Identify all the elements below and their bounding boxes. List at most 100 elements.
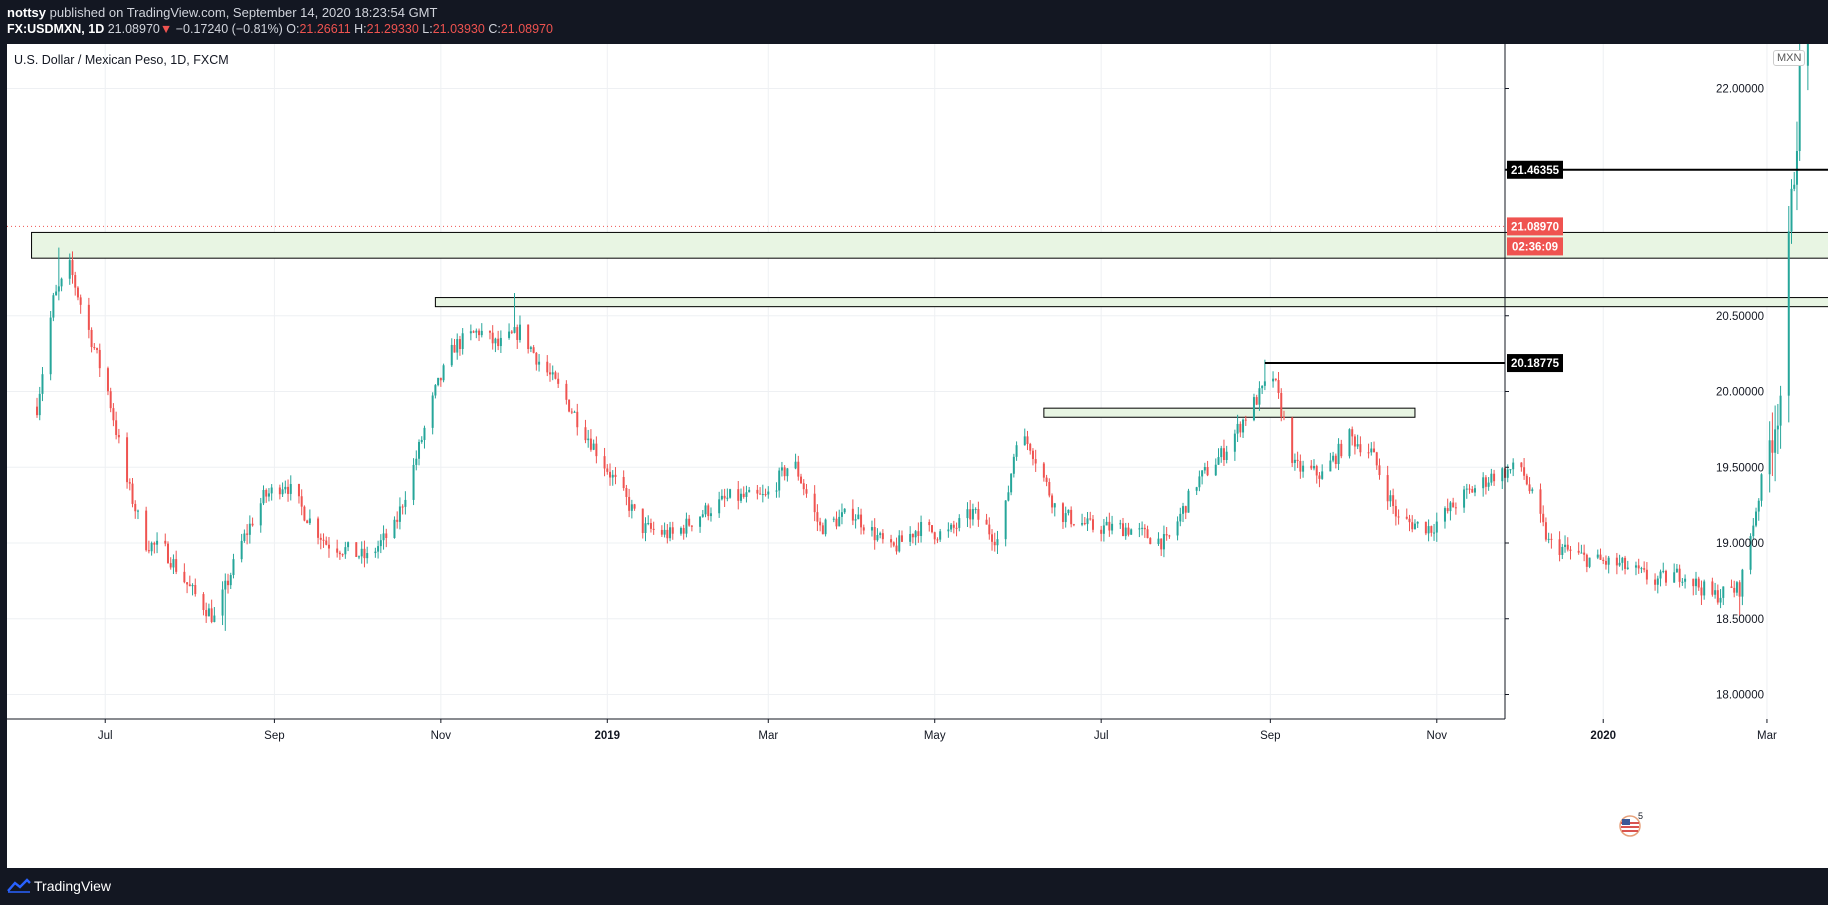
candle (68, 253, 71, 285)
candle-body (1473, 488, 1476, 493)
candle-body (205, 609, 208, 617)
candle-body (1645, 569, 1648, 580)
candle-body (1525, 475, 1528, 485)
publisher-name[interactable]: nottsy (7, 5, 46, 20)
candle-body (115, 420, 118, 435)
candle-body (393, 519, 396, 538)
y-tick-label: 18.00000 (1716, 690, 1764, 702)
symbol-label[interactable]: FX:USDMXN, 1D (7, 22, 105, 36)
candle-body (1034, 459, 1037, 464)
candle (860, 508, 863, 535)
candle-body (876, 535, 879, 541)
candle-body (1045, 477, 1048, 483)
candle-body (1394, 506, 1397, 517)
close-label: C: (488, 22, 501, 36)
candle-body (802, 483, 805, 490)
candle (1463, 485, 1466, 513)
candle (52, 292, 55, 322)
candle (780, 461, 783, 477)
candle (649, 518, 652, 533)
tradingview-brand[interactable]: TradingView (34, 878, 112, 894)
candle-body (336, 548, 339, 553)
candle-body (1220, 448, 1223, 458)
candle (1378, 458, 1381, 480)
candle (478, 328, 481, 342)
candle-body (1446, 508, 1449, 512)
candle-body (890, 539, 893, 543)
candle (1735, 580, 1738, 596)
candle (813, 485, 816, 522)
candle-body (1604, 560, 1607, 565)
candle-body (870, 527, 873, 531)
candle-body (1182, 506, 1185, 514)
candle-body (76, 287, 79, 298)
candle-body (879, 533, 882, 536)
candle (289, 475, 292, 501)
candle-body (1795, 151, 1798, 185)
candle (1793, 171, 1796, 192)
candle (1367, 443, 1370, 459)
candle (1302, 460, 1305, 478)
candle-body (1550, 538, 1553, 540)
candle (1272, 371, 1275, 388)
candle (1550, 533, 1553, 549)
candle-body (508, 331, 511, 338)
candle-body (1015, 445, 1018, 457)
candle-body (1389, 495, 1392, 502)
candle-body (128, 482, 131, 484)
candle-body (857, 514, 860, 520)
candle (900, 530, 903, 542)
candle (76, 286, 79, 301)
candle (1182, 502, 1185, 523)
x-tick-label: Mar (758, 730, 778, 742)
candle-body (947, 529, 950, 532)
candle-body (1733, 587, 1736, 593)
candle (36, 397, 39, 418)
chart-svg[interactable]: 18.00000 18.50000 19.00000 19.50000 20.00000… (7, 44, 1828, 868)
candle (895, 537, 898, 555)
candle (838, 509, 841, 527)
candle-body (1258, 388, 1261, 405)
candle (557, 372, 560, 388)
candle-body (1367, 452, 1370, 454)
candle (1615, 552, 1618, 575)
candle (1790, 179, 1793, 244)
candle (892, 541, 895, 548)
candle-body (764, 494, 767, 496)
candle-body (688, 518, 691, 526)
candle-body (606, 468, 609, 472)
candle (1662, 562, 1665, 574)
tradingview-logo-icon[interactable] (7, 877, 31, 893)
candle (183, 563, 186, 584)
candle (794, 453, 797, 470)
us-flag-icon[interactable]: 5 (1617, 811, 1647, 837)
candle (153, 541, 156, 554)
candle-body (156, 540, 159, 545)
candle (606, 464, 609, 475)
candle-body (1244, 419, 1247, 421)
currency-badge[interactable]: MXN (1773, 50, 1806, 66)
candle (819, 517, 822, 532)
candle-body (800, 476, 803, 484)
candle-body (1176, 521, 1179, 536)
candle-body (860, 514, 863, 528)
candle (418, 439, 421, 466)
chart-area[interactable]: 18.00000 18.50000 19.00000 19.50000 20.00000… (7, 44, 1828, 868)
y-tick-label: 19.00000 (1716, 538, 1764, 550)
candle-body (1741, 569, 1744, 597)
candle-body (1280, 392, 1283, 418)
candle (909, 526, 912, 546)
candle-body (892, 542, 895, 546)
candle-body (38, 393, 41, 416)
candle-body (74, 275, 77, 288)
candle (267, 488, 270, 502)
candle-body (106, 368, 109, 392)
candle (630, 499, 633, 519)
candle-body (131, 483, 134, 504)
candle-body (126, 437, 129, 483)
candle (1599, 548, 1602, 560)
publish-line: nottsy published on TradingView.com, Sep… (7, 5, 437, 20)
candle-body (551, 372, 554, 375)
candle-body (529, 347, 532, 350)
candle-body (224, 580, 227, 590)
